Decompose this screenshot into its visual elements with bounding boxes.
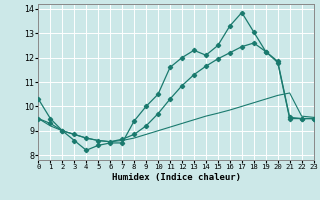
X-axis label: Humidex (Indice chaleur): Humidex (Indice chaleur) (111, 173, 241, 182)
